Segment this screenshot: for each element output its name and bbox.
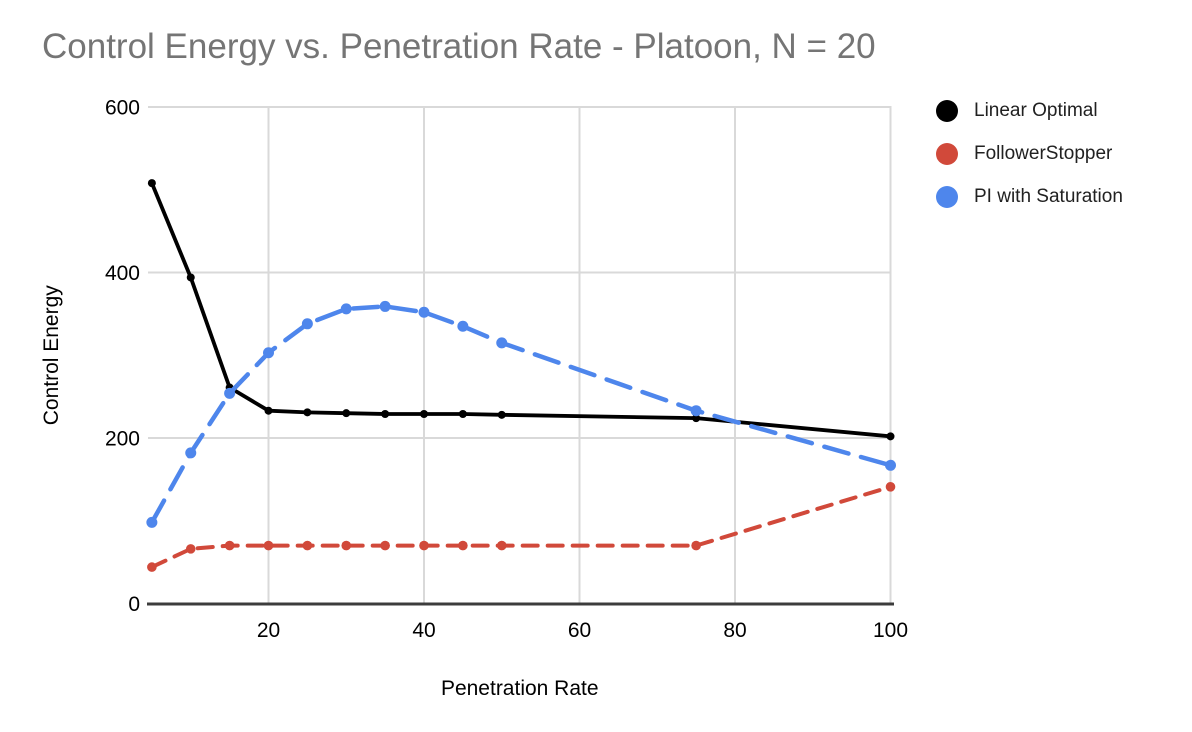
- x-axis-title: Penetration Rate: [441, 677, 599, 700]
- series-point-followerstopper: [147, 562, 157, 572]
- series-point-pi-with-saturation: [496, 337, 508, 349]
- y-tick-label: 0: [128, 593, 140, 616]
- series-line-linear-optimal: [149, 181, 893, 439]
- x-tick-label: 80: [723, 619, 746, 642]
- series-point-pi-with-saturation: [885, 459, 896, 471]
- y-tick-label: 600: [105, 97, 140, 120]
- series-line-followerstopper: [149, 484, 893, 570]
- series-point-followerstopper: [458, 540, 468, 551]
- chart-title: Control Energy vs. Penetration Rate - Pl…: [42, 27, 876, 66]
- series-point-linear-optimal: [458, 410, 467, 419]
- series-point-followerstopper: [302, 540, 313, 551]
- series-point-linear-optimal: [886, 432, 895, 441]
- series-point-pi-with-saturation: [379, 300, 391, 312]
- series-point-pi-with-saturation: [340, 303, 352, 315]
- legend-item-label: FollowerStopper: [974, 142, 1113, 164]
- legend-item-label: Linear Optimal: [974, 99, 1098, 121]
- y-tick-label: 400: [105, 262, 140, 285]
- series-line-pi-with-saturation: [149, 304, 893, 525]
- legend-item-0: Linear Optimal: [936, 89, 1123, 132]
- series-point-linear-optimal: [186, 273, 195, 282]
- series-point-pi-with-saturation: [457, 320, 469, 332]
- legend-swatch-icon: [936, 142, 958, 165]
- series-point-pi-with-saturation: [418, 306, 430, 318]
- series-point-linear-optimal: [497, 410, 506, 419]
- series-point-linear-optimal: [692, 414, 701, 423]
- series-point-followerstopper: [496, 540, 507, 551]
- x-tick-label: 100: [873, 619, 908, 642]
- series-point-linear-optimal: [381, 410, 390, 419]
- series-point-linear-optimal: [264, 406, 273, 415]
- legend-swatch-icon: [936, 99, 958, 122]
- legend-swatch-icon: [936, 185, 958, 208]
- series-point-pi-with-saturation: [146, 516, 158, 528]
- series-point-followerstopper: [185, 544, 196, 554]
- series-point-followerstopper: [419, 540, 429, 551]
- x-tick-label: 20: [257, 619, 280, 642]
- series-point-followerstopper: [341, 540, 352, 551]
- series-point-linear-optimal: [342, 409, 351, 418]
- series-point-followerstopper: [224, 540, 235, 551]
- series-point-linear-optimal: [303, 408, 312, 417]
- series-point-followerstopper: [263, 540, 274, 551]
- series-point-pi-with-saturation: [301, 318, 313, 330]
- series-point-pi-with-saturation: [224, 387, 236, 399]
- y-axis-title: Control Energy: [40, 285, 63, 426]
- series-point-linear-optimal: [147, 179, 156, 188]
- legend-item-label: PI with Saturation: [974, 185, 1123, 207]
- series-point-followerstopper: [380, 540, 390, 551]
- legend-item-1: FollowerStopper: [936, 132, 1123, 175]
- series-point-followerstopper: [691, 540, 701, 551]
- legend-item-2: PI with Saturation: [936, 175, 1123, 218]
- y-tick-label: 200: [105, 428, 140, 451]
- legend: Linear Optimal FollowerStopper PI with Sat…: [936, 89, 1123, 218]
- series-point-pi-with-saturation: [185, 447, 197, 459]
- x-tick-label: 60: [568, 619, 591, 642]
- series-point-pi-with-saturation: [690, 405, 702, 417]
- series-point-followerstopper: [885, 482, 896, 492]
- x-tick-label: 40: [412, 619, 435, 642]
- series-point-linear-optimal: [420, 410, 428, 419]
- series-point-pi-with-saturation: [263, 347, 274, 359]
